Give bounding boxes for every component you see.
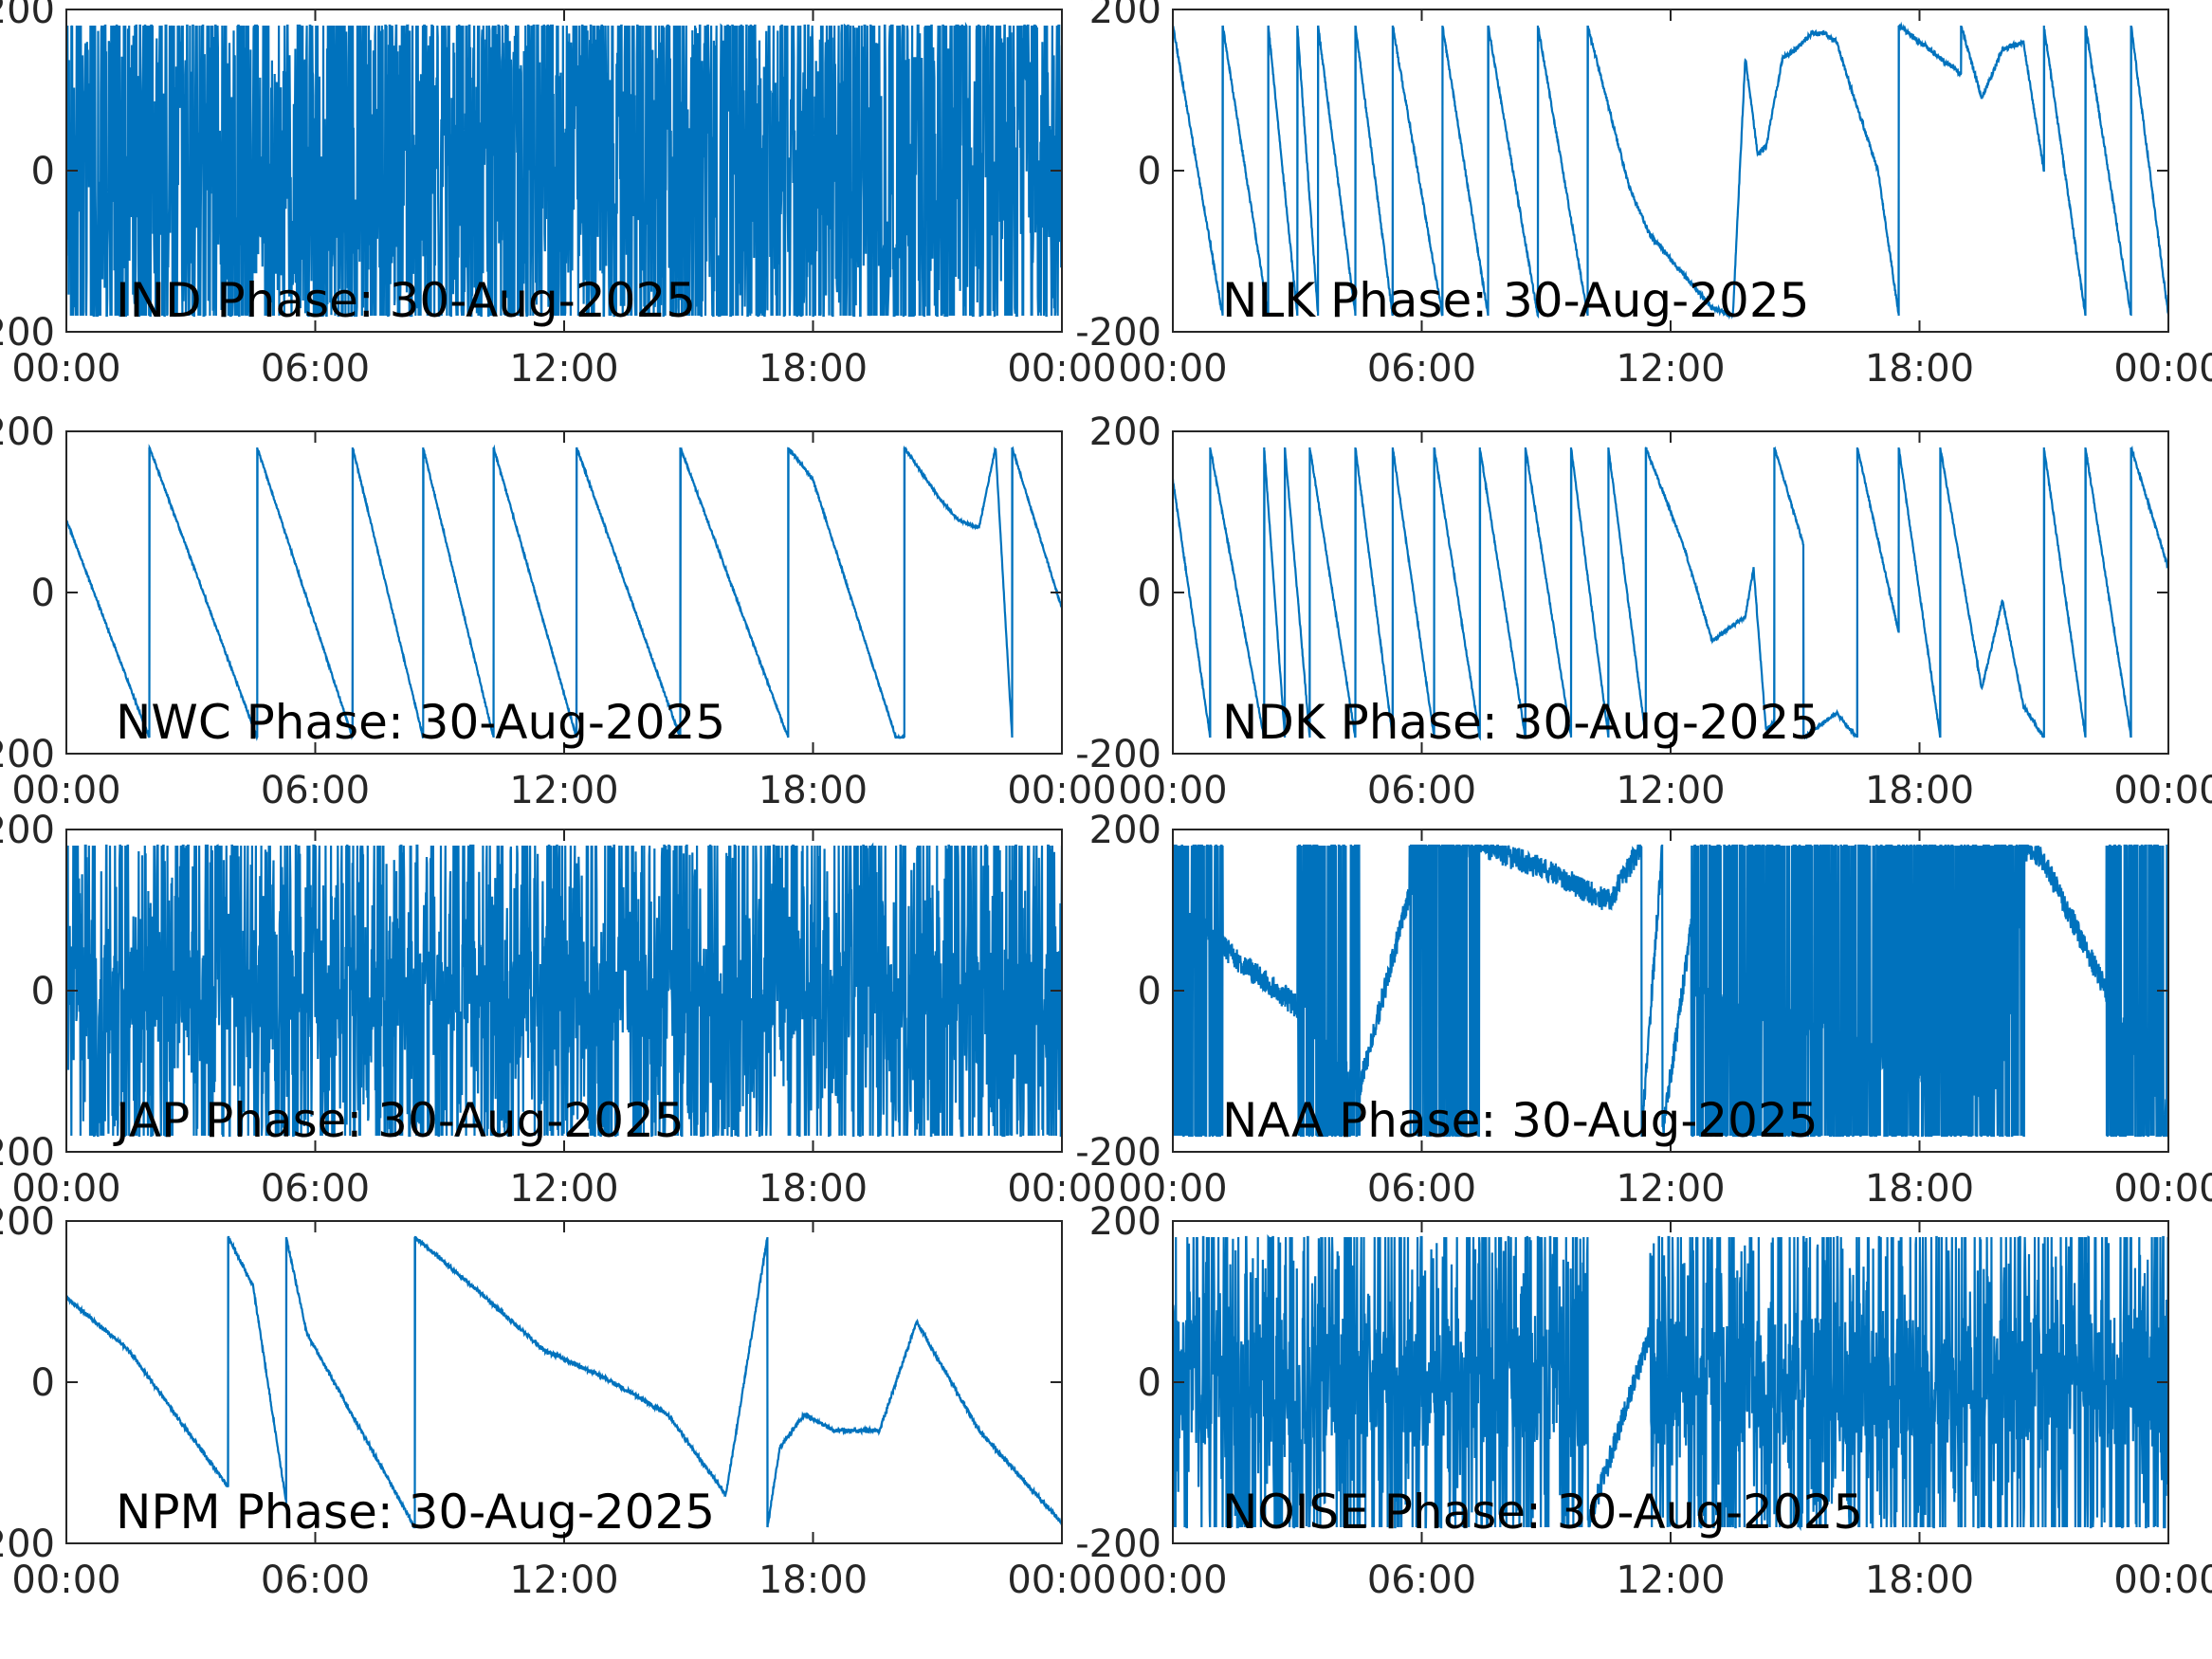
panel-title: NOISE Phase: 30-Aug-2025 [1222,1485,1863,1540]
x-tick-label: 06:00 [1367,769,1476,812]
phase-series-line [66,842,1062,1138]
x-tick-label: 06:00 [1367,1559,1476,1602]
panel-title: NDK Phase: 30-Aug-2025 [1222,695,1819,750]
x-tick-label: 18:00 [1865,769,1974,812]
y-tick-label: 200 [0,0,55,32]
x-tick-label: 18:00 [1865,1559,1974,1602]
x-tick-label: 00:00 [1118,1167,1227,1211]
y-tick-label: -200 [0,1522,55,1566]
phase-series-line [66,1235,1062,1529]
phase-series-line [66,444,1062,741]
x-tick-label: 06:00 [1367,1167,1476,1211]
y-tick-label: 0 [31,150,55,193]
x-tick-label: 00:00 [2113,1559,2212,1602]
y-tick-label: -200 [0,1131,55,1175]
x-tick-label: 12:00 [1616,1167,1725,1211]
y-tick-label: 200 [1089,0,1161,32]
y-tick-label: 200 [1089,809,1161,852]
phase-series-line [1173,445,2168,741]
panel-title: NAA Phase: 30-Aug-2025 [1222,1093,1819,1148]
x-tick-label: 12:00 [1616,347,1725,391]
x-tick-label: 06:00 [261,769,370,812]
x-tick-label: 00:00 [1118,769,1227,812]
y-tick-label: -200 [1075,1131,1161,1175]
x-tick-label: 18:00 [1865,1167,1974,1211]
y-tick-label: 0 [31,572,55,615]
x-tick-label: 00:00 [1007,1559,1116,1602]
y-tick-label: 200 [1089,1200,1161,1244]
y-tick-label: 200 [0,410,55,454]
phase-series-line [1173,21,2168,320]
y-tick-label: 0 [31,970,55,1013]
x-tick-label: 00:00 [11,347,120,391]
x-tick-label: 12:00 [1616,769,1725,812]
x-tick-label: 18:00 [759,1167,868,1211]
x-tick-label: 12:00 [1616,1559,1725,1602]
panel-title: JAP Phase: 30-Aug-2025 [113,1093,685,1148]
panel-title: IND Phase: 30-Aug-2025 [116,273,696,328]
x-tick-label: 00:00 [1007,1167,1116,1211]
y-tick-label: 0 [1138,970,1161,1013]
panel-title: NPM Phase: 30-Aug-2025 [116,1485,715,1540]
x-tick-label: 00:00 [2113,769,2212,812]
x-tick-label: 00:00 [2113,1167,2212,1211]
y-tick-label: 0 [1138,1361,1161,1405]
y-tick-label: 0 [1138,572,1161,615]
x-tick-label: 00:00 [1007,769,1116,812]
y-tick-label: -200 [0,733,55,776]
y-tick-label: -200 [1075,1522,1161,1566]
x-tick-label: 18:00 [1865,347,1974,391]
x-tick-label: 06:00 [1367,347,1476,391]
y-tick-label: 200 [1089,410,1161,454]
panel-title: NLK Phase: 30-Aug-2025 [1222,273,1809,328]
x-tick-label: 00:00 [11,769,120,812]
y-tick-label: 0 [31,1361,55,1405]
x-tick-label: 00:00 [2113,347,2212,391]
x-tick-label: 18:00 [759,347,868,391]
x-tick-label: 00:00 [11,1559,120,1602]
phase-series-line [66,21,1062,318]
x-tick-label: 18:00 [759,1559,868,1602]
phase-series-line [1173,844,2168,1138]
y-tick-label: -200 [1075,311,1161,355]
y-tick-label: -200 [0,311,55,355]
y-tick-label: 0 [1138,150,1161,193]
y-tick-label: -200 [1075,733,1161,776]
x-tick-label: 12:00 [509,769,618,812]
x-tick-label: 06:00 [261,1559,370,1602]
x-tick-label: 00:00 [1118,347,1227,391]
x-tick-label: 12:00 [509,1559,618,1602]
x-tick-label: 18:00 [759,769,868,812]
x-tick-label: 12:00 [509,347,618,391]
x-tick-label: 00:00 [1007,347,1116,391]
x-tick-label: 12:00 [509,1167,618,1211]
x-tick-label: 06:00 [261,1167,370,1211]
panel-title: NWC Phase: 30-Aug-2025 [116,695,725,750]
phase-series-line [1173,1233,2168,1532]
x-tick-label: 00:00 [11,1167,120,1211]
x-tick-label: 06:00 [261,347,370,391]
y-tick-label: 200 [0,1200,55,1244]
x-tick-label: 00:00 [1118,1559,1227,1602]
y-tick-label: 200 [0,809,55,852]
